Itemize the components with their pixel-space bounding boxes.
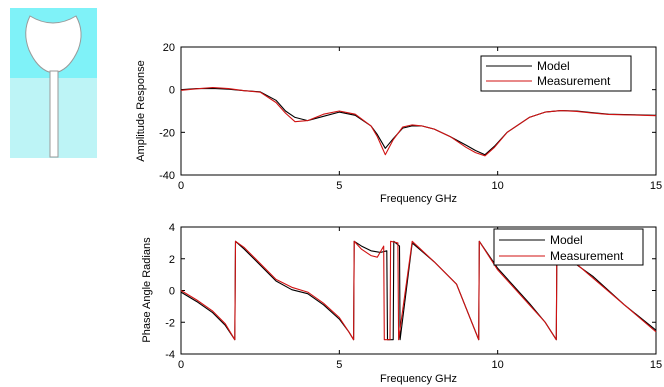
x-tick-labels: 0 5 10 15 <box>178 359 662 371</box>
x-tick-label: 15 <box>650 180 662 192</box>
x-tick-label: 5 <box>336 180 342 192</box>
y-tick-labels: -40 -20 0 20 <box>159 42 175 182</box>
y-tick-labels: -4 -2 0 2 4 <box>165 222 175 361</box>
legend-box <box>493 228 644 266</box>
y-tick-label: -4 <box>165 349 175 361</box>
antenna-image <box>10 8 97 158</box>
legend: Model Measurement <box>480 55 632 92</box>
legend: Model Measurement <box>493 228 644 266</box>
x-tick-label: 0 <box>178 180 184 192</box>
series-lines <box>180 86 657 157</box>
antenna-patch <box>25 15 82 73</box>
y-axis-label: Amplitude Response <box>135 60 147 162</box>
y-ticks <box>181 46 656 176</box>
x-ticks <box>180 47 657 175</box>
y-tick-label: 20 <box>163 42 175 54</box>
series-line-measurement <box>180 86 657 157</box>
y-tick-label: 4 <box>169 222 175 234</box>
series-lines <box>180 240 657 341</box>
legend-label-model: Model <box>550 233 583 247</box>
y-axis-label: Phase Angle Radians <box>141 237 153 343</box>
y-tick-label: 0 <box>169 85 175 97</box>
legend-label-model: Model <box>537 59 570 73</box>
x-axis-label: Frequency GHz <box>380 193 457 205</box>
legend-label-measurement: Measurement <box>550 249 624 263</box>
x-axis-label: Frequency GHz <box>380 373 457 385</box>
x-tick-label: 15 <box>650 359 662 371</box>
antenna-feed-line <box>49 70 59 158</box>
legend-label-measurement: Measurement <box>537 74 611 88</box>
legend-box <box>480 55 632 92</box>
y-tick-label: 2 <box>169 254 175 266</box>
x-tick-labels: 0 5 10 15 <box>178 180 662 192</box>
chart-phase: 0 5 10 15 -4 -2 0 2 4 Frequency GHz Phase Angle… <box>141 222 662 385</box>
series-line-measurement <box>180 240 657 341</box>
x-tick-label: 10 <box>492 180 504 192</box>
x-tick-label: 5 <box>336 359 342 371</box>
y-tick-label: 0 <box>169 286 175 298</box>
chart-amplitude: 0 5 10 15 -40 -20 0 20 Frequency GHz Amplitude… <box>135 42 662 205</box>
y-tick-label: -40 <box>159 170 175 182</box>
y-tick-label: -20 <box>159 127 175 139</box>
y-tick-label: -2 <box>165 317 175 329</box>
x-tick-label: 0 <box>178 359 184 371</box>
x-tick-label: 10 <box>492 359 504 371</box>
